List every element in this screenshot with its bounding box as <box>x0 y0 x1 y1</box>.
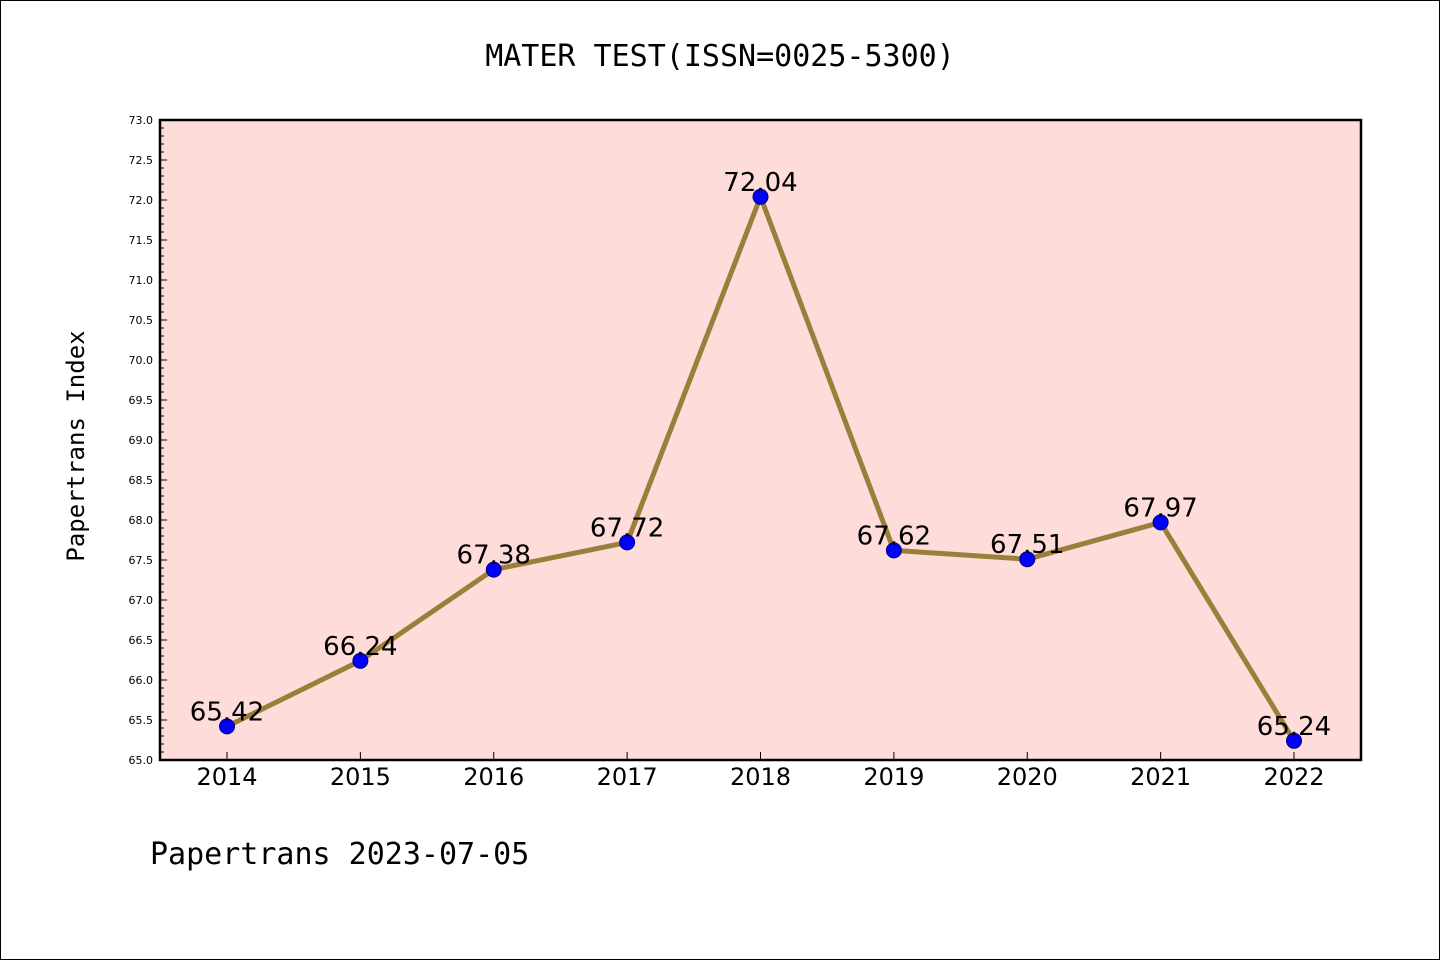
y-tick-label: 69.5 <box>129 394 154 407</box>
y-tick-label: 72.0 <box>129 194 154 207</box>
data-point <box>885 542 902 559</box>
data-label: 66.24 <box>323 632 397 662</box>
y-axis: 65.0 65.5 66.0 66.5 67.0 67.5 68.0 68.5 69.0 69.5… <box>129 114 167 767</box>
data-point <box>219 718 235 735</box>
y-tick-label: 65.0 <box>129 754 154 767</box>
data-label: 72.04 <box>723 168 797 198</box>
y-tick-label: 71.5 <box>129 234 154 247</box>
y-tick-label: 66.0 <box>129 674 154 687</box>
plot-area <box>158 118 1363 762</box>
y-tick-label: 70.0 <box>129 354 154 367</box>
y-tick-label: 66.5 <box>129 634 154 647</box>
y-tick-label: 70.5 <box>129 314 154 327</box>
data-label: 67.97 <box>1123 493 1197 523</box>
y-tick-label: 73.0 <box>129 114 154 127</box>
x-tick-label: 2015 <box>330 763 391 791</box>
data-point <box>352 652 369 669</box>
chart-title: MATER TEST(ISSN=0025-5300) <box>485 39 955 74</box>
x-tick-label: 2021 <box>1130 763 1191 791</box>
data-point <box>619 534 636 551</box>
y-tick-label: 71.0 <box>129 274 154 287</box>
x-tick-label: 2022 <box>1263 763 1324 791</box>
y-tick-label: 65.5 <box>129 714 154 727</box>
data-label: 67.62 <box>857 521 931 551</box>
x-tick-label: 2014 <box>196 763 257 791</box>
y-axis-label: Papertrans Index <box>62 330 90 561</box>
data-label: 67.38 <box>457 541 531 571</box>
x-tick-label: 2020 <box>997 763 1058 791</box>
x-tick-label: 2017 <box>597 763 658 791</box>
data-point <box>1019 551 1036 568</box>
y-tick-label: 68.0 <box>129 514 154 527</box>
data-point <box>752 188 769 205</box>
y-tick-label: 69.0 <box>129 434 154 447</box>
footer-text: Papertrans 2023-07-05 <box>150 837 529 872</box>
y-tick-label: 67.0 <box>129 594 154 607</box>
data-label: 65.42 <box>190 697 264 727</box>
x-tick-label: 2016 <box>463 763 524 791</box>
data-label: 67.51 <box>990 530 1064 560</box>
data-markers <box>219 188 1302 749</box>
data-point <box>485 561 502 578</box>
data-label: 67.72 <box>590 513 664 543</box>
data-labels: 65.42 66.24 67.38 67.72 72.04 67.62 67.51 67.97… <box>190 168 1331 742</box>
x-tick-label: 2018 <box>730 763 791 791</box>
data-point <box>1152 514 1169 531</box>
data-point <box>1286 732 1302 749</box>
x-tick-label: 2019 <box>863 763 924 791</box>
y-tick-label: 67.5 <box>129 554 154 567</box>
y-tick-label: 72.5 <box>129 154 154 167</box>
y-tick-label: 68.5 <box>129 474 154 487</box>
x-axis: 2014 2015 2016 2017 2018 2019 2020 2021 2022 <box>196 752 1325 791</box>
data-label: 65.24 <box>1257 712 1331 742</box>
